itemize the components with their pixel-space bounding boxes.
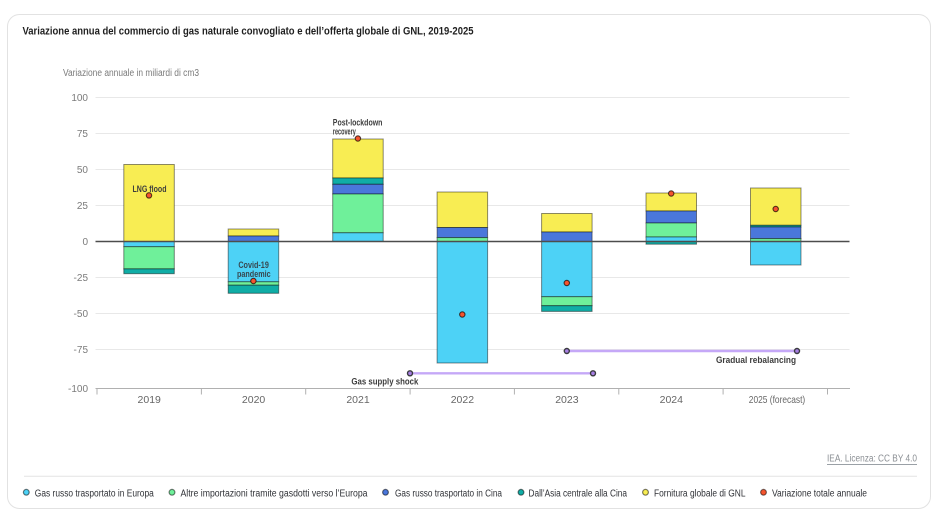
svg-text:IEA. Licenza: CC BY 4.0: IEA. Licenza: CC BY 4.0	[827, 454, 917, 465]
svg-text:Dall’Asia centrale alla Cina: Dall’Asia centrale alla Cina	[529, 488, 628, 499]
svg-text:0: 0	[82, 237, 88, 248]
svg-text:100: 100	[71, 93, 88, 104]
svg-text:2023: 2023	[555, 394, 579, 406]
svg-text:Fornitura globale di GNL: Fornitura globale di GNL	[654, 488, 746, 499]
svg-text:pandemic: pandemic	[237, 269, 271, 279]
svg-text:75: 75	[77, 129, 89, 140]
svg-text:-100: -100	[68, 384, 88, 395]
svg-text:Variazione annua del commercio: Variazione annua del commercio di gas na…	[23, 26, 474, 38]
svg-text:Variazione annuale in miliardi: Variazione annuale in miliardi di cm3	[63, 68, 199, 79]
svg-text:recovery: recovery	[333, 127, 356, 137]
svg-text:Gas supply shock: Gas supply shock	[351, 376, 419, 386]
svg-text:-25: -25	[74, 273, 89, 284]
svg-text:2019: 2019	[138, 394, 162, 406]
svg-text:Altre importazioni tramite gas: Altre importazioni tramite gasdotti vers…	[181, 488, 368, 499]
svg-text:Covid-19: Covid-19	[238, 260, 269, 270]
svg-text:Gas russo trasportato in Cina: Gas russo trasportato in Cina	[395, 488, 502, 499]
svg-text:25: 25	[77, 201, 89, 212]
svg-text:2025 (forecast): 2025 (forecast)	[749, 394, 805, 406]
svg-text:Gradual rebalancing: Gradual rebalancing	[716, 355, 796, 365]
svg-text:-50: -50	[74, 309, 89, 320]
svg-text:50: 50	[77, 165, 89, 176]
svg-text:Variazione totale annuale: Variazione totale annuale	[772, 488, 867, 499]
svg-text:2022: 2022	[451, 394, 475, 406]
svg-text:2020: 2020	[242, 394, 266, 406]
svg-text:Post-lockdown: Post-lockdown	[333, 118, 383, 128]
svg-text:2024: 2024	[660, 394, 684, 406]
svg-text:LNG flood: LNG flood	[133, 184, 167, 194]
svg-text:Gas russo trasportato in Europ: Gas russo trasportato in Europa	[35, 488, 154, 499]
svg-text:-75: -75	[74, 345, 89, 356]
svg-text:2021: 2021	[346, 394, 370, 406]
